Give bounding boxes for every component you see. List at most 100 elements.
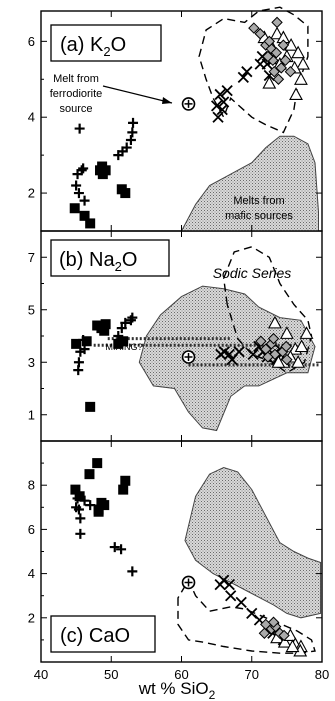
y-tick-label-na2o-1: 1 [28,407,35,422]
na2o-plus-point-9 [127,312,138,323]
x-tick-label-50: 50 [104,667,118,682]
y-tick-label-k2o-6: 6 [28,34,35,49]
panel-na2o-label-box: (b) Na2O [50,239,170,277]
k2o-diamond-point-8 [272,73,285,85]
na2o-triangle-point-8 [291,355,306,368]
x-tick-label-70: 70 [245,667,259,682]
k2o-square-point-8 [120,188,131,199]
k2o-diamond-point-9 [268,65,280,78]
cao-triangle-point-6 [285,639,300,653]
k2o-diamond-point-1 [254,28,266,40]
na2o-square-point-8 [81,336,92,347]
na2o-triangle-point-4 [294,339,309,353]
cao-diamond-point-6 [258,627,271,639]
cao-diamond-point-4 [278,629,290,642]
cao-triangle-point-1 [277,634,292,648]
y-tick-label-k2o-4: 4 [28,110,35,125]
panel-k2o-points [69,16,310,229]
annot-arrowhead [162,97,172,104]
na2o-x-point-2 [223,348,235,361]
k2o-plus-point-0 [74,123,85,134]
k2o-square-point-6 [97,169,108,180]
panel-na2o-ticks: 1 3 5 7 [28,230,323,442]
cao-square-point-2 [84,469,95,480]
na2o-triangle-point-1 [279,326,294,339]
k2o-x-point-6 [237,71,249,84]
x-axis-label: wt % SiO2 [138,679,216,701]
cao-x-point-2 [223,579,235,591]
k2o-triangle-point-10 [262,75,277,89]
panel-k2o-label: (a) K2O [60,34,126,59]
k2o-plus-point-3 [71,180,82,191]
cao-square-point-0 [70,484,81,495]
y-tick-label-cao-8: 8 [28,478,35,493]
y-tick-label-cao-4: 4 [28,566,35,581]
cao-plus-point-9 [127,566,138,577]
na2o-diamond-point-6 [267,332,280,345]
annot-ferrodiorite-line-1: Melt from [53,73,99,85]
y-tick-label-na2o-3: 3 [28,355,35,370]
cao-square-point-9 [120,475,131,486]
panel-cao-points [70,458,308,657]
k2o-x-point-0 [210,100,223,112]
dashed-field-cao [177,578,316,654]
na2o-square-point-0 [71,338,82,349]
k2o-plus-point-6 [78,163,89,174]
k2o-diamond-point-7 [279,54,292,67]
na2o-diamond-point-5 [280,340,292,353]
k2o-x-point-1 [214,88,226,101]
panel-cao-label: (c) CaO [60,625,130,647]
panel-na2o-points [71,312,314,412]
na2o-plus-point-6 [116,323,127,334]
na2o-plus-point-7 [120,317,131,328]
k2o-triangle-point-12 [289,87,303,100]
x-axis: 40 50 60 70 80 [34,667,329,682]
y-tick-label-na2o-5: 5 [28,302,35,317]
k2o-diamond-point-6 [275,62,287,74]
cao-plus-point-3 [75,513,86,524]
k2o-triangle-point-7 [293,72,308,85]
k2o-diamond-point-13 [271,16,283,29]
melt-point-cross-k2o [184,99,193,108]
y-tick-label-k2o-2: 2 [28,186,35,201]
k2o-x-point-4 [212,111,224,123]
panel-k2o-fields [180,6,319,232]
cao-diamond-point-5 [267,616,280,628]
k2o-diamond-point-12 [277,39,290,51]
panel-k2o-label-box: (a) K2O [50,24,162,62]
na2o-square-point-5 [100,319,111,330]
shaded-field-cao [184,466,322,619]
annot-mafic-line-1: Melts from [233,195,284,207]
cao-square-point-3 [92,458,103,469]
y-tick-label-cao-2: 2 [28,610,35,625]
cao-square-point-7 [93,506,104,517]
y-tick-label-na2o-7: 7 [28,250,35,265]
cao-x-point-3 [225,590,237,602]
k2o-x-point-3 [221,85,233,97]
melt-point-cross-cao [184,578,193,587]
panel-cao-label-box: (c) CaO [50,615,156,653]
panel-na2o-label: (b) Na2O [59,249,137,274]
na2o-x-point-5 [247,348,259,361]
x-tick-label-80: 80 [315,667,329,682]
k2o-square-point-2 [85,218,96,229]
k2o-plus-point-11 [128,117,139,128]
na2o-square-point-1 [85,401,96,412]
cao-plus-point-6 [85,500,96,511]
annot-mixing: MIXING? [105,342,142,352]
k2o-x-point-12 [254,58,266,70]
panel-cao: 2 4 6 8 (c) CaO [28,440,323,663]
annot-arrow [102,85,173,104]
annot-ferrodiorite-line-3: source [59,103,92,115]
k2o-triangle-point-5 [296,56,310,70]
k2o-square-point-0 [69,203,80,214]
k2o-plus-point-12 [125,134,136,145]
na2o-diamond-point-8 [281,353,293,366]
k2o-x-point-5 [216,103,228,116]
panel-k2o: 2 4 6 (a) K2O Melt from ferrodiorite sourc… [28,6,323,232]
na2o-square-point-7 [118,336,129,347]
shaded-field-na2o [138,285,316,432]
cao-plus-point-2 [73,504,84,515]
annot-sodic-series: Sodic Series [213,265,292,281]
na2o-square-point-4 [99,325,110,336]
